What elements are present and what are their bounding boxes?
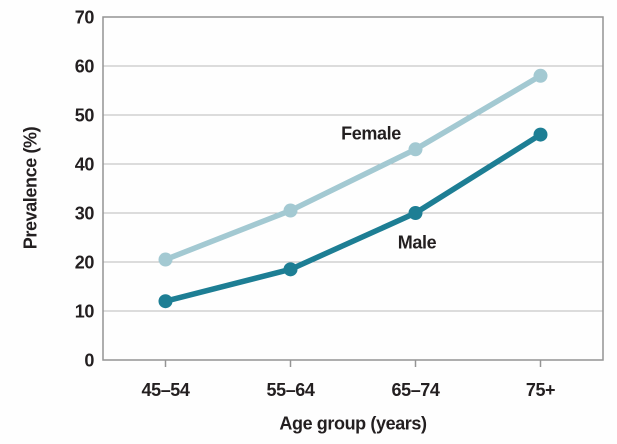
x-tick-label: 55–64: [266, 380, 314, 400]
data-point-female: [533, 68, 548, 83]
y-tick-label: 40: [75, 155, 95, 175]
y-tick-label: 10: [75, 302, 95, 322]
series-line-female: [162, 73, 544, 263]
data-point-female: [283, 203, 298, 218]
data-point-female: [408, 142, 423, 157]
data-point-male: [158, 294, 173, 309]
series-label-male: Male: [397, 232, 437, 253]
y-tick-label: 20: [75, 253, 95, 273]
y-axis-title: Prevalence (%): [20, 126, 41, 250]
data-point-male: [533, 127, 548, 142]
x-tick-label: 75+: [526, 380, 555, 400]
data-point-female: [158, 252, 173, 267]
x-tick-label: 65–74: [391, 380, 439, 400]
data-point-male: [283, 262, 298, 277]
y-tick-label: 70: [75, 8, 95, 28]
data-point-male: [408, 206, 423, 220]
y-tick-label: 60: [75, 57, 95, 77]
series-label-female: Female: [341, 123, 401, 144]
series-line-male: [162, 131, 544, 304]
plot-border: [102, 16, 604, 361]
x-axis-title: Age group (years): [279, 413, 427, 434]
y-tick-label: 0: [84, 351, 94, 371]
x-tick-label: 45–54: [141, 380, 189, 400]
y-tick-label: 30: [75, 204, 95, 224]
y-tick-label: 50: [75, 106, 95, 126]
